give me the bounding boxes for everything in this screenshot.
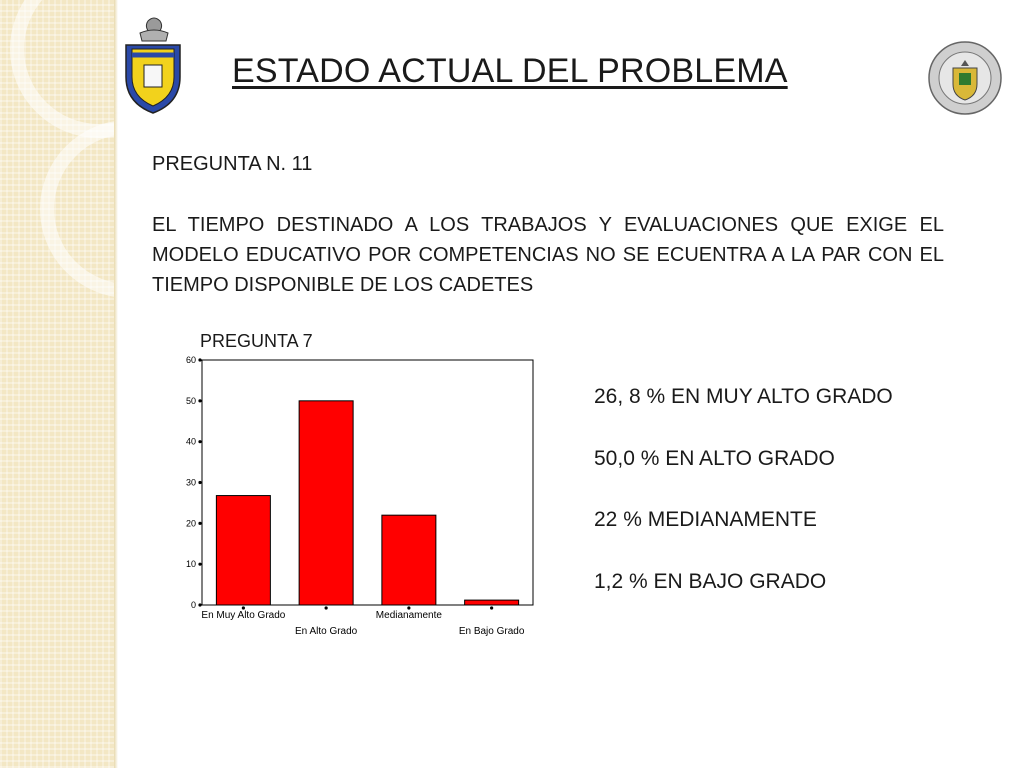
- decorative-ring: [40, 120, 114, 298]
- school-crest-icon: [125, 17, 181, 114]
- y-tick-mark: [198, 399, 202, 403]
- bar-chart: PREGUNTA 7 0 10 20 30 40 50 60 En Muy Alto Grad…: [186, 331, 534, 637]
- result-item-medium: 22 % MEDIANAMENTE: [594, 508, 817, 531]
- question-text: EL TIEMPO DESTINADO A LOS TRABAJOS Y EVA…: [152, 214, 944, 296]
- chart-layer: 0 10 20 30 40 50 60 En Muy Alto Grado En Alto Gr…: [186, 355, 534, 637]
- y-tick-mark: [198, 603, 202, 607]
- side-band-edge: [114, 0, 118, 768]
- result-item-very-high: 26, 8 % EN MUY ALTO GRADO: [594, 385, 893, 408]
- result-list: 26, 8 % EN MUY ALTO GRADO 50,0 % EN ALTO…: [594, 380, 974, 626]
- chart-title-mask: [190, 349, 490, 363]
- y-tick-label: 20: [186, 518, 196, 528]
- x-tick-label: En Bajo Grado: [459, 626, 525, 637]
- x-tick-mark: [407, 606, 411, 610]
- x-tick-label: En Muy Alto Grado: [201, 610, 285, 621]
- y-tick-label: 10: [186, 559, 196, 569]
- x-tick-mark: [324, 606, 328, 610]
- page-title: ESTADO ACTUAL DEL PROBLEMA: [232, 52, 788, 90]
- result-item-high: 50,0 % EN ALTO GRADO: [594, 446, 835, 470]
- y-tick-label: 60: [186, 355, 196, 365]
- x-tick-mark: [490, 606, 494, 610]
- y-tick-mark: [198, 521, 202, 525]
- escuela-politecnica-seal-icon: [928, 41, 1002, 115]
- x-tick-label: En Alto Grado: [295, 626, 358, 637]
- x-tick-label: Medianamente: [376, 610, 443, 621]
- y-tick-label: 50: [186, 396, 196, 406]
- bar-4: [464, 599, 520, 606]
- y-tick-label: 0: [191, 600, 196, 610]
- y-tick-mark: [198, 480, 202, 485]
- x-tick-mark: [241, 606, 245, 610]
- result-item-low: 1,2 % EN BAJO GRADO: [594, 569, 827, 593]
- y-tick-mark: [198, 440, 202, 444]
- chart-title: PREGUNTA 7: [200, 331, 313, 351]
- bar-1: [215, 495, 271, 606]
- y-tick-mark: [198, 562, 202, 566]
- bar-3: [381, 514, 437, 606]
- question-label: PREGUNTA N. 11: [152, 153, 313, 175]
- y-tick-label: 30: [186, 478, 196, 488]
- bar-2: [298, 400, 354, 606]
- decorative-side-band: [0, 0, 114, 768]
- y-tick-label: 40: [186, 437, 196, 447]
- decorative-ring: [10, 0, 114, 138]
- plot-frame: [201, 359, 534, 606]
- y-tick-mark: [198, 358, 202, 362]
